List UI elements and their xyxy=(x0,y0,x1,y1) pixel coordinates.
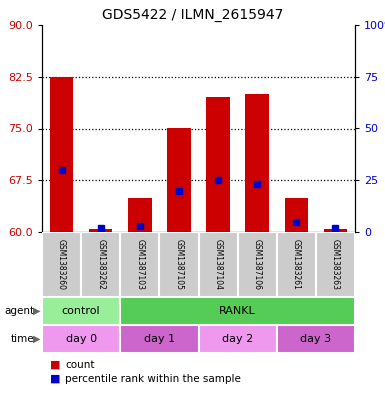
Text: ■: ■ xyxy=(50,373,60,384)
Text: day 0: day 0 xyxy=(65,334,97,344)
Bar xyxy=(120,325,199,353)
Text: count: count xyxy=(65,360,95,370)
Text: ▶: ▶ xyxy=(33,306,40,316)
Bar xyxy=(285,198,308,232)
Bar xyxy=(81,232,120,297)
Text: GSM1387106: GSM1387106 xyxy=(253,239,262,290)
Text: GDS5422 / ILMN_2615947: GDS5422 / ILMN_2615947 xyxy=(102,7,283,22)
Bar xyxy=(128,198,152,232)
Text: GSM1387103: GSM1387103 xyxy=(135,239,144,290)
Text: day 3: day 3 xyxy=(300,334,331,344)
Text: RANKL: RANKL xyxy=(219,306,256,316)
Bar xyxy=(120,297,355,325)
Text: time: time xyxy=(11,334,34,344)
Bar xyxy=(199,232,238,297)
Bar xyxy=(199,325,277,353)
Bar xyxy=(42,297,120,325)
Text: GSM1387105: GSM1387105 xyxy=(174,239,183,290)
Text: day 2: day 2 xyxy=(222,334,253,344)
Bar xyxy=(120,232,159,297)
Bar xyxy=(246,94,269,232)
Text: GSM1383260: GSM1383260 xyxy=(57,239,66,290)
Text: control: control xyxy=(62,306,100,316)
Text: agent: agent xyxy=(4,306,34,316)
Bar xyxy=(167,129,191,232)
Text: percentile rank within the sample: percentile rank within the sample xyxy=(65,373,241,384)
Bar xyxy=(206,97,230,232)
Bar xyxy=(89,229,112,232)
Text: day 1: day 1 xyxy=(144,334,175,344)
Text: GSM1383262: GSM1383262 xyxy=(96,239,105,290)
Text: GSM1383263: GSM1383263 xyxy=(331,239,340,290)
Text: GSM1383261: GSM1383261 xyxy=(292,239,301,290)
Bar xyxy=(277,232,316,297)
Bar xyxy=(277,325,355,353)
Text: GSM1387104: GSM1387104 xyxy=(214,239,223,290)
Text: ▶: ▶ xyxy=(33,334,40,344)
Bar xyxy=(316,232,355,297)
Bar xyxy=(238,232,277,297)
Bar xyxy=(42,325,120,353)
Bar xyxy=(324,229,347,232)
Bar xyxy=(50,77,73,232)
Bar xyxy=(159,232,199,297)
Text: ■: ■ xyxy=(50,360,60,370)
Bar xyxy=(42,232,81,297)
